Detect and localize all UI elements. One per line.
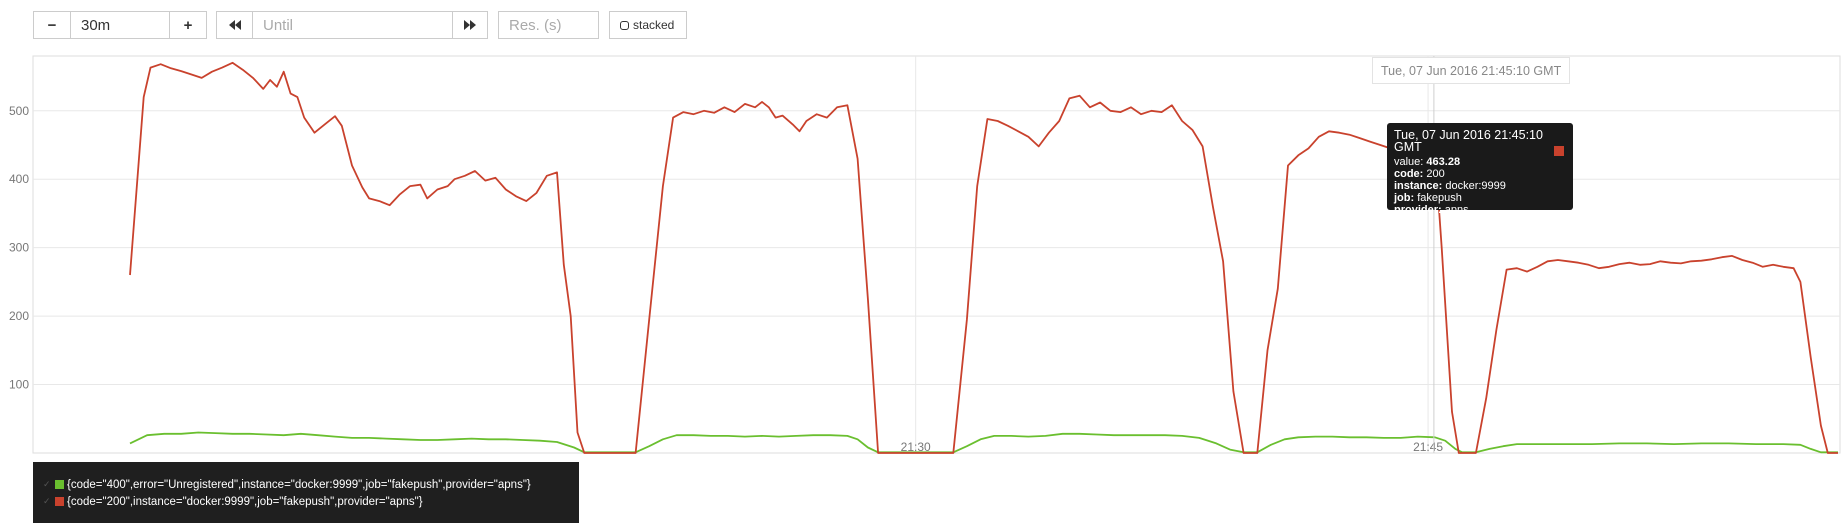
time-back-button[interactable] xyxy=(216,11,253,39)
chart-tooltip: Tue, 07 Jun 2016 21:45:10 GMT value: 463… xyxy=(1387,123,1573,216)
stacked-toggle[interactable]: stacked xyxy=(609,11,687,39)
y-tick-label: 500 xyxy=(9,104,29,118)
series-line xyxy=(129,431,1838,454)
x-tick-label: 21:45 xyxy=(1413,440,1443,454)
legend-label: {code="200",instance="docker:9999",job="… xyxy=(67,495,423,508)
resolution-placeholder: Res. (s) xyxy=(509,16,562,34)
tooltip-row-instance: instance: docker:9999 xyxy=(1394,180,1506,192)
tooltip-time: Tue, 07 Jun 2016 21:45:10 GMT xyxy=(1394,128,1543,154)
y-tick-label: 300 xyxy=(9,241,29,255)
double-left-arrow-icon xyxy=(228,20,241,30)
time-forward-button[interactable] xyxy=(452,11,488,39)
legend-label: {code="400",error="Unregistered",instanc… xyxy=(67,478,531,491)
y-tick-label: 100 xyxy=(9,378,29,392)
tooltip-series-swatch xyxy=(1554,146,1564,156)
hover-time-label: Tue, 07 Jun 2016 21:45:10 GMT xyxy=(1372,57,1571,84)
range-minus-button[interactable]: − xyxy=(33,11,71,39)
legend-swatch xyxy=(55,497,64,506)
check-icon: ✓ xyxy=(43,479,51,489)
check-icon: ✓ xyxy=(43,496,51,506)
double-right-arrow-icon xyxy=(464,20,476,30)
until-placeholder: Until xyxy=(263,16,294,34)
legend-swatch xyxy=(55,480,64,489)
minus-icon: − xyxy=(47,16,57,34)
series-line xyxy=(129,61,1838,454)
tooltip-row-code: code: 200 xyxy=(1394,168,1445,180)
range-value: 30m xyxy=(81,16,111,34)
range-plus-button[interactable]: + xyxy=(169,11,207,39)
tooltip-row-provider: provider: apns xyxy=(1394,204,1469,216)
chart-legend: ✓ {code="400",error="Unregistered",insta… xyxy=(33,462,579,523)
y-tick-label: 400 xyxy=(9,172,29,186)
resolution-input[interactable]: Res. (s) xyxy=(498,11,599,39)
range-input[interactable]: 30m xyxy=(70,11,170,39)
legend-item[interactable]: ✓ {code="200",instance="docker:9999",job… xyxy=(43,493,579,510)
y-tick-label: 200 xyxy=(9,309,29,323)
legend-item[interactable]: ✓ {code="400",error="Unregistered",insta… xyxy=(43,476,579,493)
tooltip-row-job: job: fakepush xyxy=(1394,192,1462,204)
stacked-label: stacked xyxy=(633,18,675,32)
tooltip-value-row: value: 463.28 xyxy=(1394,156,1461,168)
plus-icon: + xyxy=(183,16,193,34)
until-input[interactable]: Until xyxy=(252,11,453,39)
checkbox-icon xyxy=(620,20,629,30)
x-tick-label: 21:30 xyxy=(901,440,931,454)
